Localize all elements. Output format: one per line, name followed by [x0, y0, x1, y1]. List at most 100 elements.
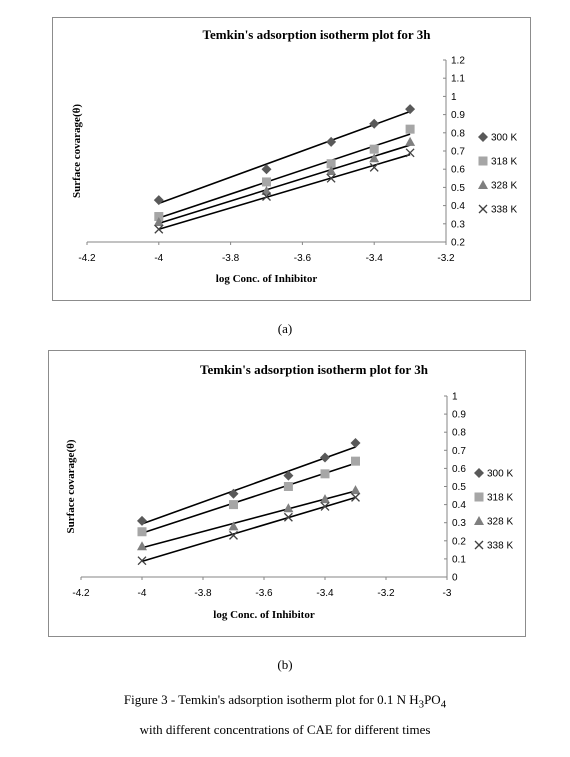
- chart-b-legend-marker-x-stroke-2: [474, 540, 484, 550]
- chart-b-point-triangle-0: [137, 541, 147, 551]
- chart-a-xtick-label-2: -3.8: [222, 253, 240, 264]
- chart-a-legend-label-square: 318 K: [491, 157, 517, 168]
- chart-a-point-triangle-2: [326, 166, 337, 176]
- chart-b-point-diamond-1: [228, 488, 239, 499]
- chart-b-ytick-label-0: 0: [452, 573, 458, 584]
- chart-b-point-triangle-3: [320, 494, 330, 504]
- chart-b-y-axis-title: Surface covarage(θ): [65, 439, 77, 533]
- chart-b-trendline-diamond: [141, 446, 356, 525]
- chart-b-point-square-2: [283, 482, 293, 491]
- chart-b-point-diamond-4: [350, 438, 361, 449]
- chart-b-legend-marker-square: [474, 492, 484, 502]
- chart-a-title: Temkin's adsorption isotherm plot for 3h: [203, 27, 432, 42]
- chart-a-legend-label-triangle: 328 K: [491, 181, 517, 192]
- chart-a-point-triangle-4: [405, 136, 416, 146]
- chart-a-point-x-4: [405, 148, 415, 158]
- chart-a-point-x-1-stroke-2: [262, 192, 271, 201]
- chart-a-point-triangle-0: [153, 216, 164, 226]
- chart-a-point-diamond-4: [405, 104, 416, 115]
- chart-a-legend-marker-x-stroke-2: [478, 204, 488, 214]
- chart-a-point-x-0-stroke-2: [154, 224, 164, 234]
- chart-b-trendline-square: [141, 462, 356, 534]
- chart-b-ytick-label-6: 0.6: [452, 464, 466, 475]
- caption-text-b: PO: [424, 692, 441, 707]
- chart-b-point-diamond-0: [137, 515, 147, 526]
- chart-b-legend-marker-x: [474, 540, 484, 550]
- chart-a-xtick-label-4: -3.4: [366, 253, 384, 264]
- chart-b-xtick-label-3: -3.6: [255, 588, 273, 599]
- chart-a-point-diamond-1: [261, 164, 272, 175]
- chart-a-point-diamond-0: [153, 195, 164, 206]
- chart-b-point-x-0-stroke-2: [137, 556, 147, 566]
- chart-a-point-triangle-3: [369, 153, 380, 163]
- chart-a-point-x-2-stroke-2: [326, 173, 336, 183]
- chart-b-point-square-0: [137, 527, 147, 537]
- sublabel-b: (b): [277, 657, 293, 672]
- chart-b-xtick-label-6: -3: [443, 588, 452, 599]
- chart-a-xtick-label-0: -4.2: [78, 253, 96, 264]
- chart-b-legend-label-diamond: 300 K: [487, 469, 513, 480]
- chart-b-trendline-triangle: [141, 490, 356, 549]
- chart-a-legend-label-diamond: 300 K: [491, 133, 517, 144]
- chart-b-title: Temkin's adsorption isotherm plot for 3h: [200, 362, 429, 377]
- chart-b-point-x-3: [320, 501, 330, 511]
- chart-b-ytick-label-3: 0.3: [452, 518, 466, 529]
- chart-b-ytick-label-4: 0.4: [452, 500, 466, 511]
- caption-text-a: Figure 3 - Temkin's adsorption isotherm …: [123, 692, 419, 707]
- chart-b-point-x-4: [351, 492, 360, 502]
- chart-a-legend-marker-x: [478, 204, 488, 214]
- chart-a-ytick-label-7: 0.9: [451, 110, 465, 121]
- chart-a-point-triangle-1: [261, 186, 272, 196]
- chart-b-legend-label-x: 338 K: [487, 541, 513, 552]
- chart-b-point-x-1-stroke-2: [229, 530, 238, 540]
- chart-a-svg: Temkin's adsorption isotherm plot for 3h…: [71, 27, 517, 285]
- chart-a-legend-marker-triangle: [478, 180, 488, 189]
- chart-b-point-x-0: [137, 556, 147, 566]
- chart-b-legend-label-triangle: 328 K: [487, 517, 513, 528]
- chart-a-ytick-label-5: 0.7: [451, 147, 465, 158]
- caption-sub-4: 4: [440, 698, 447, 711]
- chart-a-point-square-0: [154, 212, 164, 222]
- chart-b-legend-marker-diamond: [474, 468, 484, 478]
- chart-b-legend-marker-triangle: [474, 516, 484, 525]
- chart-b-legend-label-square: 318 K: [487, 493, 513, 504]
- chart-b-svg: Temkin's adsorption isotherm plot for 3h…: [65, 362, 513, 621]
- chart-b-point-x-1: [229, 530, 238, 540]
- chart-a-point-square-3: [369, 144, 379, 154]
- chart-a-xtick-label-1: -4: [154, 253, 163, 264]
- chart-a-x-axis-title: log Conc. of Inhibitor: [216, 273, 318, 285]
- chart-a-ytick-label-9: 1.1: [451, 74, 465, 85]
- chart-b-xtick-label-0: -4.2: [72, 588, 90, 599]
- chart-b-trendline-x: [141, 496, 356, 563]
- chart-b-xtick-label-5: -3.2: [377, 588, 395, 599]
- chart-b-xtick-label-2: -3.8: [194, 588, 212, 599]
- chart-a-point-square-2: [326, 159, 336, 169]
- chart-a-ytick-label-3: 0.5: [451, 183, 465, 194]
- chart-a-point-x-4-stroke-2: [405, 148, 415, 158]
- chart-b-ytick-label-9: 0.9: [452, 410, 466, 421]
- chart-b-point-x-4-stroke-2: [351, 492, 360, 502]
- figure-caption-line-2: with different concentrations of CAE for…: [139, 722, 431, 737]
- chart-b-ytick-label-7: 0.7: [452, 446, 466, 457]
- chart-b-point-triangle-4: [350, 485, 361, 495]
- chart-a-xtick-label-3: -3.6: [294, 253, 312, 264]
- chart-a-ytick-label-2: 0.4: [451, 201, 465, 212]
- chart-b-point-x-2-stroke-2: [283, 512, 293, 522]
- caption-sub-3: 3: [418, 698, 425, 711]
- chart-b-ytick-label-1: 0.1: [452, 554, 466, 565]
- chart-a-trendline-diamond: [158, 110, 411, 205]
- chart-a-point-x-0: [154, 224, 164, 234]
- chart-a-ytick-label-6: 0.8: [451, 128, 465, 139]
- chart-b-point-x-2: [283, 512, 293, 522]
- chart-a-point-square-1: [262, 177, 271, 187]
- chart-a-ytick-label-0: 0.2: [451, 238, 465, 249]
- chart-b-ytick-label-8: 0.8: [452, 428, 466, 439]
- chart-b-ytick-label-5: 0.5: [452, 482, 466, 493]
- chart-b-point-square-3: [320, 469, 330, 479]
- chart-b-xtick-label-4: -3.4: [316, 588, 334, 599]
- chart-b-point-diamond-2: [283, 470, 294, 481]
- chart-b-point-triangle-1: [228, 521, 239, 531]
- chart-b-point-x-3-stroke-2: [320, 501, 330, 511]
- chart-a-point-diamond-2: [326, 136, 337, 147]
- chart-a-legend-label-x: 338 K: [491, 205, 517, 216]
